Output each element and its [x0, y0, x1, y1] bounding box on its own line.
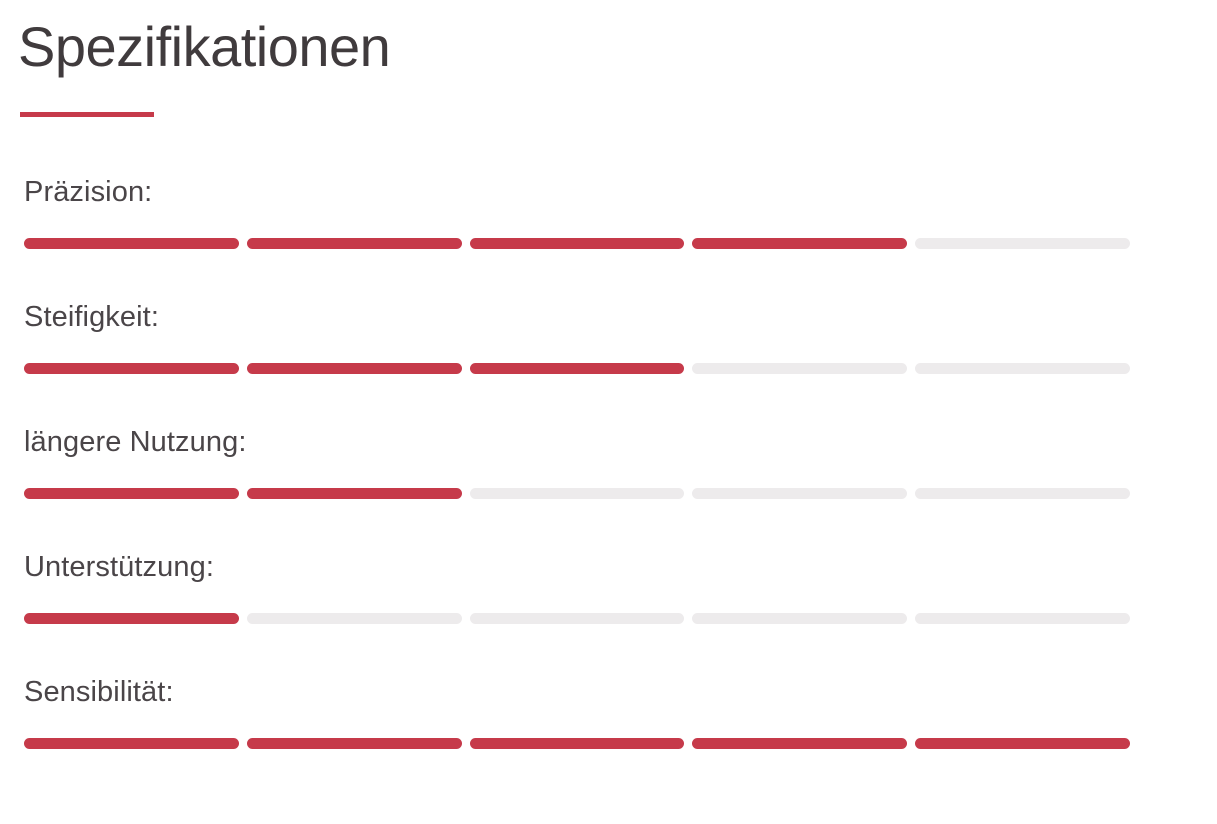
title-accent-bar	[20, 112, 154, 117]
meter-segment-empty	[469, 488, 685, 499]
meter-segment-filled	[246, 738, 462, 749]
meter-segment-filled	[692, 238, 908, 249]
spec-rating-meter	[24, 488, 1130, 499]
meter-segment-filled	[24, 488, 239, 499]
spec-row: Unterstützung:	[0, 535, 1217, 660]
spec-row: Präzision:	[0, 160, 1217, 285]
spec-row: längere Nutzung:	[0, 410, 1217, 535]
meter-segment-empty	[915, 238, 1130, 249]
spec-label: Sensibilität:	[24, 676, 174, 708]
meter-segment-empty	[915, 613, 1130, 624]
spec-rating-meter	[24, 363, 1130, 374]
meter-segment-empty	[692, 363, 908, 374]
meter-segment-empty	[469, 613, 685, 624]
meter-segment-filled	[24, 613, 239, 624]
meter-segment-filled	[24, 363, 239, 374]
meter-segment-filled	[915, 738, 1130, 749]
spec-rating-meter	[24, 738, 1130, 749]
meter-segment-filled	[24, 238, 239, 249]
meter-segment-filled	[469, 238, 685, 249]
spec-label: Unterstützung:	[24, 551, 214, 583]
meter-segment-filled	[24, 738, 239, 749]
meter-segment-filled	[469, 363, 685, 374]
meter-segment-filled	[246, 488, 462, 499]
spec-rating-meter	[24, 238, 1130, 249]
meter-segment-filled	[246, 363, 462, 374]
spec-label: Steifigkeit:	[24, 301, 159, 333]
spec-row: Sensibilität:	[0, 660, 1217, 785]
page-title: Spezifikationen	[18, 15, 391, 78]
meter-segment-empty	[246, 613, 462, 624]
specification-list: Präzision: Steifigkeit: längere Nutzung: Un…	[0, 160, 1217, 785]
spec-row: Steifigkeit:	[0, 285, 1217, 410]
meter-segment-filled	[692, 738, 908, 749]
meter-segment-empty	[915, 488, 1130, 499]
meter-segment-empty	[915, 363, 1130, 374]
spec-label: längere Nutzung:	[24, 426, 247, 458]
meter-segment-empty	[692, 613, 908, 624]
spec-rating-meter	[24, 613, 1130, 624]
spec-label: Präzision:	[24, 176, 153, 208]
meter-segment-empty	[692, 488, 908, 499]
meter-segment-filled	[469, 738, 685, 749]
meter-segment-filled	[246, 238, 462, 249]
